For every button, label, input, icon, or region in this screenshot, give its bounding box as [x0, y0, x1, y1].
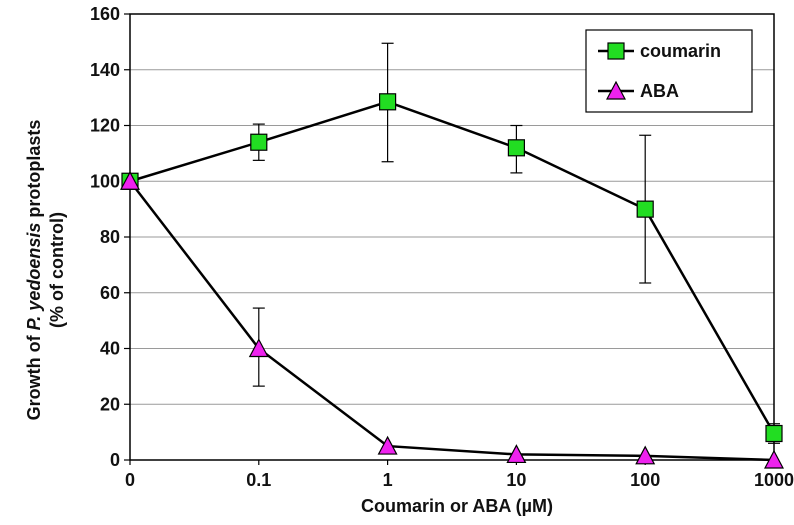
- y-tick-label: 20: [100, 394, 120, 414]
- data-point-aba: [635, 445, 656, 465]
- x-tick-label: 100: [630, 470, 660, 490]
- data-point-coumarin: [507, 139, 525, 157]
- y-tick-label: 160: [90, 4, 120, 24]
- legend: coumarin ABA: [585, 29, 753, 113]
- y-tick-label: 0: [110, 450, 120, 470]
- x-tick-label: 0: [125, 470, 135, 490]
- y-axis-ticks: 0 20 40 60 80 100 120 140 160: [90, 4, 130, 470]
- y-tick-label: 100: [90, 171, 120, 191]
- y-axis-label-line2: (% of control): [47, 212, 67, 328]
- x-axis-label: Coumarin or ABA (µM): [361, 496, 553, 516]
- legend-items: coumarin ABA: [598, 41, 721, 101]
- data-point-coumarin: [765, 424, 783, 443]
- y-axis-label-prefix: Growth of: [24, 330, 44, 420]
- x-tick-label: 10: [506, 470, 526, 490]
- y-tick-label: 60: [100, 283, 120, 303]
- y-axis-label-suffix: protoplasts: [24, 120, 44, 223]
- data-point-coumarin: [250, 133, 268, 151]
- x-tick-label: 0.1: [246, 470, 271, 490]
- data-point-aba: [120, 170, 140, 190]
- series-line-coumarin: [129, 100, 776, 435]
- legend-marker-coumarin: [607, 42, 625, 60]
- data-point-aba: [764, 449, 784, 469]
- legend-marker-aba: [606, 80, 626, 100]
- data-point-aba: [506, 444, 527, 464]
- data-point-aba: [377, 435, 398, 455]
- series: [120, 42, 784, 469]
- x-axis-ticks: 0 0.1 1 10 100 1000: [125, 460, 794, 490]
- y-tick-label: 80: [100, 227, 120, 247]
- series-aba: [120, 170, 784, 469]
- legend-label-aba: ABA: [640, 81, 679, 101]
- gridlines: [130, 69, 774, 405]
- data-point-coumarin: [379, 93, 397, 111]
- x-tick-label: 1: [383, 470, 393, 490]
- y-tick-label: 40: [100, 339, 120, 359]
- x-tick-label: 1000: [754, 470, 794, 490]
- data-point-aba: [248, 338, 269, 358]
- y-tick-label: 120: [90, 116, 120, 136]
- series-line-aba: [129, 180, 775, 462]
- y-tick-label: 140: [90, 60, 120, 80]
- legend-label-coumarin: coumarin: [640, 41, 721, 61]
- y-axis-label-line1: Growth of P. yedoensis protoplasts: [24, 120, 44, 421]
- y-axis-label-species: P. yedoensis: [24, 223, 44, 331]
- data-point-coumarin: [636, 200, 654, 218]
